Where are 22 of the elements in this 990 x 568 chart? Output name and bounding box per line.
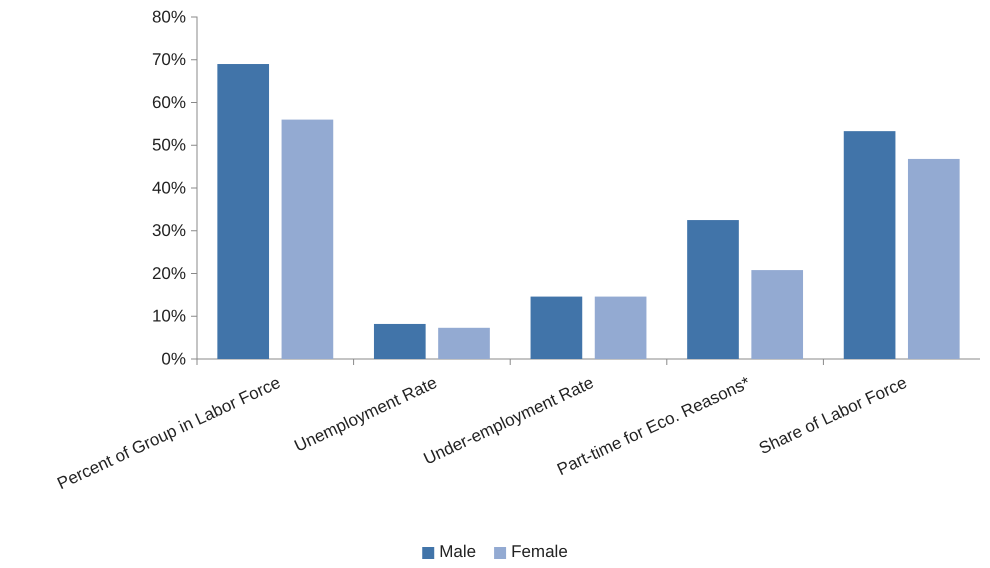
bar bbox=[374, 324, 426, 359]
legend-label: Female bbox=[511, 542, 568, 561]
bar bbox=[438, 328, 490, 359]
y-tick-label: 20% bbox=[152, 264, 186, 283]
y-tick-label: 80% bbox=[152, 7, 186, 26]
bar bbox=[908, 158, 960, 359]
y-tick-label: 0% bbox=[161, 349, 186, 368]
x-tick-label: Share of Labor Force bbox=[756, 372, 910, 458]
bar bbox=[751, 270, 804, 359]
bar bbox=[594, 296, 646, 359]
y-tick-label: 60% bbox=[152, 92, 186, 112]
bar bbox=[282, 120, 334, 359]
legend-label: Male bbox=[439, 542, 476, 561]
bar bbox=[530, 296, 582, 359]
bar bbox=[687, 220, 739, 359]
y-tick-label: 10% bbox=[152, 306, 186, 326]
y-tick-label: 30% bbox=[152, 221, 186, 240]
y-tick-label: 40% bbox=[152, 178, 186, 198]
y-tick-label: 50% bbox=[152, 136, 186, 155]
bar bbox=[217, 64, 270, 359]
y-tick-label: 70% bbox=[152, 50, 186, 70]
bar bbox=[844, 131, 896, 359]
